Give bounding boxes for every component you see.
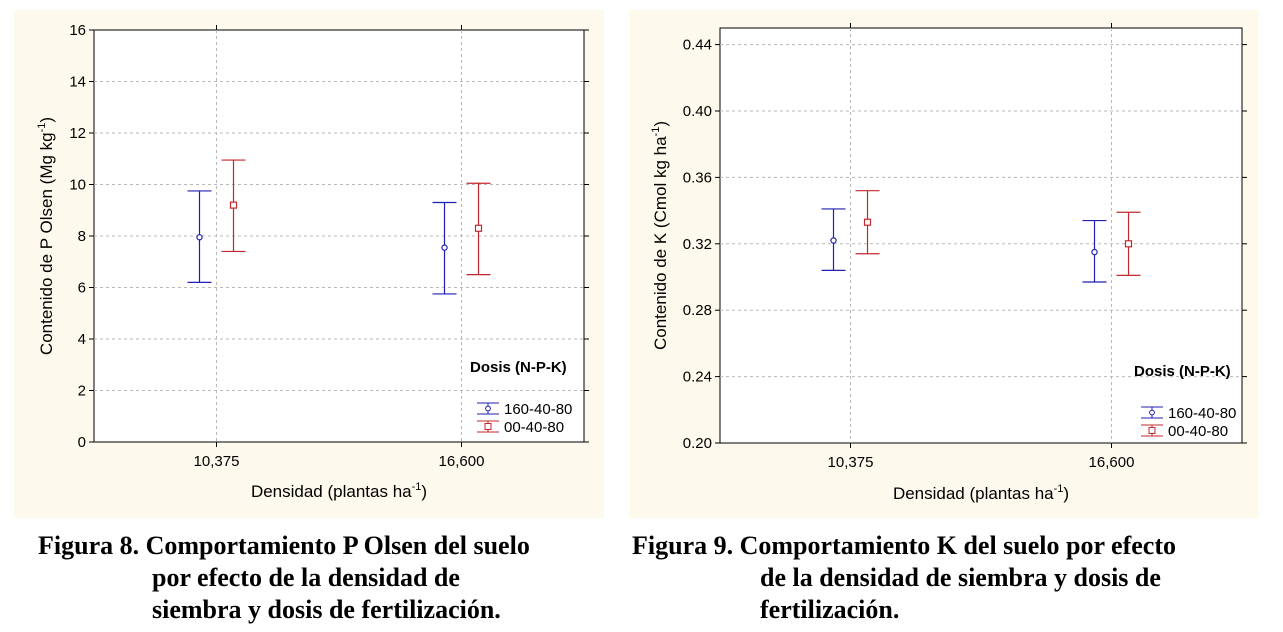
data-point <box>474 224 483 232</box>
y-axis-label-text: Contenido de P Olsen (Mg kg <box>37 132 56 355</box>
y-tick-label: 0.44 <box>683 37 712 54</box>
y-axis-label: Contenido de P Olsen (Mg kg-1) <box>36 117 56 355</box>
y-tick-label: 10 <box>69 177 86 194</box>
y-axis-label-tail: ) <box>651 121 670 127</box>
data-point <box>830 237 837 244</box>
data-point <box>441 244 448 251</box>
legend-marker <box>1148 427 1156 434</box>
legend-marker <box>484 423 492 430</box>
x-axis-label-superscript: -1 <box>1054 483 1064 495</box>
legend-label: 00-40-80 <box>504 419 564 436</box>
y-tick-label: 0.32 <box>683 236 712 253</box>
chart-k: 0.20 0.24 0.28 0.32 0.36 0.40 0.44 10,375 16,600… <box>650 23 1247 503</box>
y-tick-label: 14 <box>69 74 86 91</box>
data-point <box>863 218 872 226</box>
x-axis-label-text: Densidad (plantas ha <box>251 482 412 501</box>
legend-marker <box>485 405 491 412</box>
x-axis-label: Densidad (plantas ha-1) <box>893 483 1069 503</box>
caption-line: por efecto de la densidad de <box>152 563 460 592</box>
x-tick-label: 16,600 <box>1089 454 1135 471</box>
data-point <box>1091 248 1098 256</box>
y-tick-label: 0.28 <box>683 302 712 319</box>
chart-p-olsen: 0 2 4 6 8 10 12 14 16 10,375 16,600 Dosis (N-P-K) 16… <box>36 22 589 501</box>
legend-label: 160-40-80 <box>504 401 572 418</box>
legend-title: Dosis (N-P-K) <box>1134 363 1231 380</box>
x-axis-label-superscript: -1 <box>412 481 422 493</box>
y-axis-label-superscript: -1 <box>36 123 48 133</box>
x-tick-label: 16,600 <box>439 453 485 470</box>
plot-area <box>719 27 1243 444</box>
figure-9-caption: Figura 9. Comportamiento K del suelo por… <box>632 530 1272 626</box>
y-tick-label: 0.36 <box>683 169 712 186</box>
y-tick-label: 4 <box>78 331 86 348</box>
data-point <box>229 201 238 209</box>
y-tick-label: 12 <box>69 125 86 142</box>
y-tick-label: 0 <box>78 434 86 451</box>
caption-line: Figura 8. Comportamiento P Olsen del sue… <box>38 531 530 560</box>
y-tick-label: 0.20 <box>683 435 712 452</box>
x-axis-label-text: Densidad (plantas ha <box>893 484 1054 503</box>
x-axis-label: Densidad (plantas ha-1) <box>251 481 427 501</box>
y-tick-label: 0.40 <box>683 103 712 120</box>
legend-label: 00-40-80 <box>1168 423 1228 440</box>
x-tick-label: 10,375 <box>828 454 874 471</box>
x-axis-label-tail: ) <box>421 482 427 501</box>
chart-panel-k: 0.20 0.24 0.28 0.32 0.36 0.40 0.44 10,375 16,600… <box>630 10 1258 518</box>
y-axis-label-tail: ) <box>37 117 56 123</box>
y-tick-label: 8 <box>78 228 86 245</box>
caption-line: siembra y dosis de fertilización. <box>152 595 501 624</box>
y-axis-label-superscript: -1 <box>650 127 662 137</box>
legend-label: 160-40-80 <box>1168 405 1236 422</box>
x-axis-label-tail: ) <box>1063 484 1069 503</box>
legend-title: Dosis (N-P-K) <box>470 359 567 376</box>
data-point <box>1124 240 1133 248</box>
y-tick-label: 16 <box>69 22 86 39</box>
y-tick-label: 2 <box>78 383 86 400</box>
figure-8-caption: Figura 8. Comportamiento P Olsen del sue… <box>38 530 598 626</box>
y-tick-label: 6 <box>78 280 86 297</box>
y-axis-label: Contenido de K (Cmol kg ha-1) <box>650 121 670 350</box>
caption-line: fertilización. <box>760 595 900 624</box>
data-point <box>196 234 203 241</box>
caption-line: de la densidad de siembra y dosis de <box>760 563 1161 592</box>
y-tick-label: 0.24 <box>683 369 712 386</box>
chart-panel-p-olsen: 0 2 4 6 8 10 12 14 16 10,375 16,600 Dosis (N-P-K) 16… <box>14 10 604 518</box>
legend-marker <box>1149 409 1155 416</box>
caption-line: Figura 9. Comportamiento K del suelo por… <box>632 531 1176 560</box>
x-tick-label: 10,375 <box>194 453 240 470</box>
y-axis-label-text: Contenido de K (Cmol kg ha <box>651 136 670 350</box>
